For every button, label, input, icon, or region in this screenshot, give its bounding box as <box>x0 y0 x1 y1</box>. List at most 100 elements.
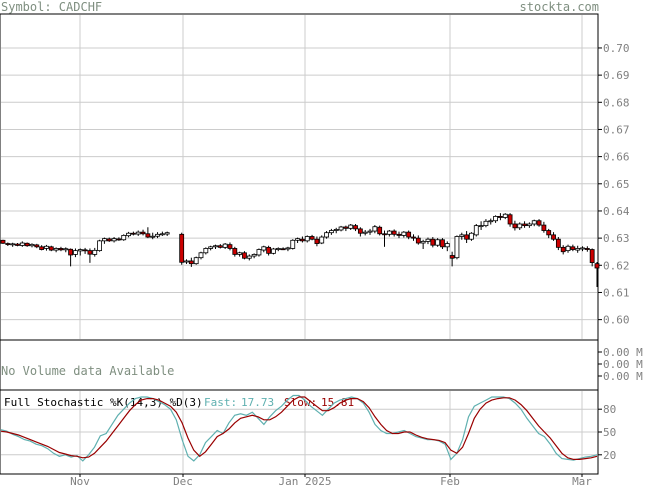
slow-label: Slow: <box>284 396 317 409</box>
x-axis-labels: Nov Dec Jan 2025 Feb Mar <box>70 474 592 486</box>
fast-series-line <box>0 394 598 462</box>
price-grid <box>1 15 597 339</box>
slow-value: 15.81 <box>321 396 354 409</box>
price-axis: 0.70 0.69 0.68 0.67 0.66 0.65 0.64 0.63 0.62 0.61… <box>598 42 630 327</box>
candle-up <box>502 213 508 218</box>
candle-up <box>478 225 484 228</box>
candle-down <box>39 246 45 250</box>
candles <box>0 213 600 288</box>
candle-down <box>24 242 30 247</box>
candle-up <box>444 243 450 248</box>
x-tick-label: Nov <box>70 475 90 486</box>
candle-up <box>208 246 214 249</box>
candle-down <box>116 238 122 241</box>
candle-down <box>68 248 74 256</box>
candle-down <box>106 238 112 242</box>
candle-down <box>594 263 600 269</box>
candle-down <box>382 233 387 236</box>
price-tick-label: 0.60 <box>603 314 630 327</box>
candle-down <box>179 233 185 263</box>
candle-up <box>10 243 16 246</box>
candle-down <box>541 224 547 231</box>
candle-up <box>77 249 83 252</box>
volume-tick-label: 0.00 M <box>603 346 643 359</box>
stochastic-tick-label: 80 <box>603 403 616 416</box>
fast-label: Fast: <box>204 396 237 409</box>
candle-down <box>440 239 445 248</box>
candle-up <box>319 236 325 244</box>
candle-up <box>237 252 243 255</box>
candle-up <box>44 245 49 249</box>
candle-up <box>324 232 329 238</box>
candle-down <box>522 223 527 227</box>
price-tick-label: 0.64 <box>603 205 630 218</box>
candle-up <box>565 245 571 252</box>
volume-panel <box>0 339 599 391</box>
candle-up <box>386 230 392 235</box>
candle-up <box>469 232 474 240</box>
candle-up <box>290 239 296 249</box>
candle-up <box>73 250 78 255</box>
candle-up <box>401 231 407 236</box>
site-watermark: stockta.com <box>519 0 599 14</box>
candle-up <box>256 249 262 256</box>
candle-up <box>517 223 523 229</box>
candle-down <box>300 238 305 242</box>
stochastic-title: Full Stochastic %K(14,3) %D(3) <box>4 396 203 409</box>
volume-axis: 0.00 M0.00 M0.00 M <box>598 346 643 383</box>
price-tick-label: 0.69 <box>603 69 630 82</box>
candle-up <box>155 233 160 237</box>
candle-up <box>121 235 127 241</box>
candle-up <box>333 229 339 231</box>
candle-down <box>391 230 397 235</box>
candle-down <box>449 255 455 259</box>
candle-up <box>159 233 165 236</box>
volume-no-data-label: No Volume data Available <box>1 364 174 378</box>
candle-up <box>493 215 498 222</box>
stochastic-tick-label: 20 <box>603 449 616 462</box>
candle-down <box>570 246 576 250</box>
candle-down <box>280 248 286 251</box>
candle-up <box>367 230 373 233</box>
candle-down <box>353 225 358 230</box>
candle-down <box>15 243 20 246</box>
candle-up <box>203 248 209 254</box>
candle-up <box>246 255 252 259</box>
candle-up <box>304 236 310 242</box>
slow-series-line <box>0 396 598 460</box>
candle-up <box>97 240 102 252</box>
candle-down <box>589 249 595 263</box>
candle-up <box>184 260 189 263</box>
fast-value: 17.73 <box>241 396 274 409</box>
candle-up <box>372 226 378 232</box>
candle-up <box>222 243 228 248</box>
candle-down <box>5 243 11 245</box>
candle-up <box>531 220 537 225</box>
candle-down <box>377 226 383 235</box>
candle-down <box>58 248 64 251</box>
price-tick-label: 0.70 <box>603 42 630 55</box>
candle-up <box>488 220 494 223</box>
candle-down <box>498 215 503 218</box>
candle-down <box>357 228 363 234</box>
candle-up <box>295 238 300 241</box>
x-tick-label: Feb <box>440 475 460 486</box>
candle-down <box>464 234 470 240</box>
candle-down <box>87 250 93 255</box>
candle-down <box>512 223 518 229</box>
stochastic-tick-label: 50 <box>603 426 616 439</box>
candle-down <box>242 252 247 259</box>
candle-down <box>415 237 421 244</box>
candle-down <box>227 244 233 249</box>
candle-up <box>459 234 465 237</box>
candle-up <box>435 239 441 246</box>
candle-up <box>102 238 107 242</box>
price-tick-label: 0.67 <box>603 123 630 136</box>
candle-up <box>126 232 131 237</box>
candle-up <box>63 248 69 251</box>
candle-down <box>560 246 566 253</box>
candle-down <box>145 233 151 238</box>
candle-up <box>135 231 141 235</box>
candle-up <box>213 245 218 248</box>
